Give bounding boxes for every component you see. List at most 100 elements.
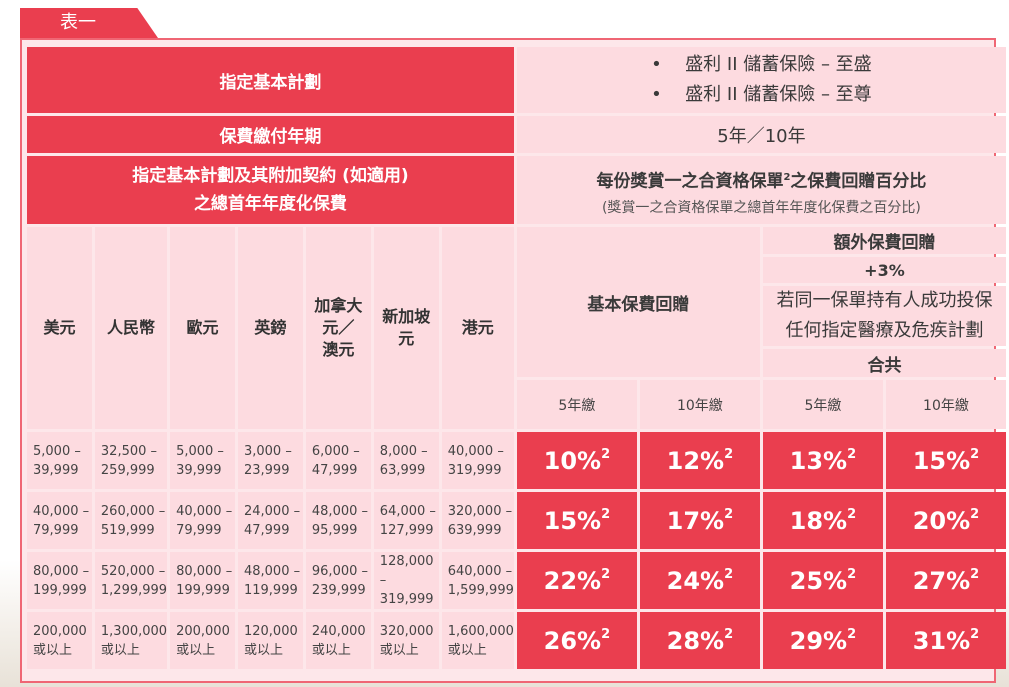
footnote-marker: 2 bbox=[970, 566, 980, 582]
premium-range-line: 260,000 – bbox=[100, 503, 166, 519]
premium-range-line: 39,999 bbox=[33, 462, 79, 478]
premium-range-cad-aud: 48,000 – 95,999 bbox=[305, 492, 371, 549]
rebate-pct-basic-5: 26%2 bbox=[516, 612, 637, 669]
premium-range-line: 40,000 – bbox=[447, 443, 504, 459]
premium-range-eur: 80,000 – 199,999 bbox=[170, 552, 235, 609]
currency-usd: 美元 bbox=[27, 227, 92, 429]
footnote-marker: 2 bbox=[724, 506, 734, 522]
premium-range-line: 80,000 – bbox=[33, 563, 90, 579]
table-row: 200,000 或以上 1,300,000 或以上 200,000 或以上 120,000 或… bbox=[27, 612, 1006, 669]
rebate-pct-basic-10: 24%2 bbox=[639, 552, 760, 609]
table-row: 80,000 –199,999 520,000 –1,299,999 80,000 … bbox=[27, 552, 1006, 609]
currency-sgd: 新加坡 元 bbox=[373, 227, 439, 429]
premium-range-line: 40,000 – bbox=[33, 503, 90, 519]
rebate-pct-value: 17% bbox=[666, 506, 725, 535]
premium-range-line: 63,999 bbox=[379, 462, 426, 478]
rebate-pct-value: 22% bbox=[543, 566, 602, 595]
premium-range-line: 1,299,999 bbox=[100, 582, 168, 598]
footnote-marker: 2 bbox=[601, 506, 611, 522]
rebate-pct-value: 20% bbox=[912, 506, 971, 535]
premium-range-line: 119,999 bbox=[243, 582, 298, 598]
premium-range-line: 或以上 bbox=[379, 642, 419, 658]
extra-rebate-title: 額外保費回贈 bbox=[762, 227, 1006, 254]
premium-range-line: 199,999 bbox=[33, 582, 87, 598]
footnote-marker: 2 bbox=[724, 566, 734, 582]
premium-range-line: 200,000 bbox=[33, 623, 87, 639]
rebate-pct-value: 27% bbox=[912, 566, 971, 595]
rebate-pct-basic-5: 15%2 bbox=[516, 492, 637, 549]
rebate-title-post: 之保費回贈百分比 bbox=[790, 171, 927, 192]
rebate-pct-value: 13% bbox=[789, 446, 848, 475]
premium-range-line: 32,500 – bbox=[100, 443, 158, 459]
rebate-pct-value: 12% bbox=[666, 446, 725, 475]
footnote-marker: 2 bbox=[847, 626, 857, 642]
premium-range-line: 200,000 bbox=[176, 623, 230, 639]
premium-range-line: 47,999 bbox=[243, 522, 290, 538]
premium-range-rmb: 520,000 – 1,299,999 bbox=[94, 552, 168, 609]
footnote-marker: 2 bbox=[847, 506, 857, 522]
rebate-pct-basic-10: 17%2 bbox=[639, 492, 760, 549]
premium-range-line: 640,000 – bbox=[447, 563, 513, 579]
premium-range-line: 24,000 – bbox=[243, 503, 301, 519]
rebate-pct-value: 31% bbox=[912, 626, 971, 655]
premium-range-line: 79,999 bbox=[33, 522, 79, 538]
premium-range-line: 23,999 bbox=[243, 462, 290, 478]
premium-range-line: 1,300,000 bbox=[100, 623, 168, 639]
premium-range-sgd: 64,000 – 127,999 bbox=[373, 492, 439, 549]
plan-item-1: • 盛利 II 儲蓄保險 – 至盛 bbox=[517, 50, 1006, 80]
premium-range-usd: 40,000 – 79,999 bbox=[27, 492, 92, 549]
rebate-pct-total-5: 25%2 bbox=[762, 552, 883, 609]
premium-range-line: 48,000 – bbox=[311, 503, 369, 519]
rebate-pct-total-5: 18%2 bbox=[762, 492, 883, 549]
payment-term-value: 5年／10年 bbox=[516, 116, 1006, 153]
premium-range-rmb: 260,000 – 519,999 bbox=[94, 492, 168, 549]
rebate-subtitle: (獎賞一之合資格保單之總首年年度化保費之百分比) bbox=[601, 199, 921, 216]
premium-range-line: 259,999 bbox=[100, 462, 155, 478]
premium-range-rmb: 1,300,000 或以上 bbox=[94, 612, 168, 669]
premium-range-cad-aud: 240,000 或以上 bbox=[305, 612, 371, 669]
rebate-pct-value: 18% bbox=[789, 506, 848, 535]
footnote-marker: 2 bbox=[970, 626, 980, 642]
premium-range-line: 120,000 bbox=[243, 623, 298, 639]
premium-range-hkd: 320,000 – 639,999 bbox=[441, 492, 514, 549]
premium-range-line: 1,600,000 bbox=[447, 623, 514, 639]
currency-rmb-label: 人民幣 bbox=[106, 318, 155, 337]
premium-range-eur: 40,000 – 79,999 bbox=[170, 492, 235, 549]
premium-range-line: 3,000 – bbox=[243, 443, 292, 459]
year-label-basic-10: 10年繳 bbox=[639, 380, 760, 429]
currency-usd-label: 美元 bbox=[43, 318, 76, 337]
rebate-pct-total-10: 31%2 bbox=[885, 612, 1006, 669]
rebate-pct-total-5: 13%2 bbox=[762, 432, 883, 489]
footnote-marker: 2 bbox=[724, 626, 734, 642]
rebate-pct-value: 15% bbox=[912, 446, 971, 475]
year-label-total-10: 10年繳 bbox=[885, 380, 1006, 429]
premium-range-line: 或以上 bbox=[176, 642, 216, 658]
premium-header-line2: 之總首年年度化保費 bbox=[193, 194, 347, 214]
currency-cad-aud-line3: 澳元 bbox=[322, 340, 355, 359]
currency-sgd-line2: 元 bbox=[398, 329, 415, 348]
premium-range-line: 5,000 – bbox=[176, 443, 224, 459]
table-tab: 表一 bbox=[20, 8, 158, 38]
premium-range-gbp: 120,000 或以上 bbox=[237, 612, 303, 669]
rebate-title-sup: 2 bbox=[783, 172, 791, 184]
currency-gbp-label: 英鎊 bbox=[254, 318, 287, 337]
premium-range-line: 95,999 bbox=[311, 522, 358, 538]
rebate-pct-value: 28% bbox=[666, 626, 725, 655]
premium-range-line: 128,000 – bbox=[379, 554, 434, 588]
currency-rmb: 人民幣 bbox=[94, 227, 168, 429]
premium-range-line: 239,999 bbox=[311, 582, 366, 598]
currency-cad-aud: 加拿大 元／ 澳元 bbox=[305, 227, 371, 429]
data-rows: 5,000 – 39,999 32,500 – 259,999 5,000 – 39,99… bbox=[27, 432, 1006, 669]
footnote-marker: 2 bbox=[847, 566, 857, 582]
premium-range-line: 或以上 bbox=[243, 642, 283, 658]
premium-range-line: 5,000 – bbox=[33, 443, 81, 459]
premium-range-gbp: 3,000 – 23,999 bbox=[237, 432, 303, 489]
premium-range-line: 639,999 bbox=[447, 522, 502, 538]
premium-range-hkd: 40,000 – 319,999 bbox=[441, 432, 514, 489]
premium-range-line: 64,000 – bbox=[379, 503, 436, 519]
premium-range-line: 或以上 bbox=[33, 642, 73, 658]
premium-range-sgd: 320,000 或以上 bbox=[373, 612, 439, 669]
plan-list: • 盛利 II 儲蓄保險 – 至盛 • 盛利 II 儲蓄保險 – 至尊 bbox=[516, 47, 1006, 113]
year-label-total-5: 5年繳 bbox=[762, 380, 883, 429]
premium-range-usd: 200,000 或以上 bbox=[27, 612, 92, 669]
